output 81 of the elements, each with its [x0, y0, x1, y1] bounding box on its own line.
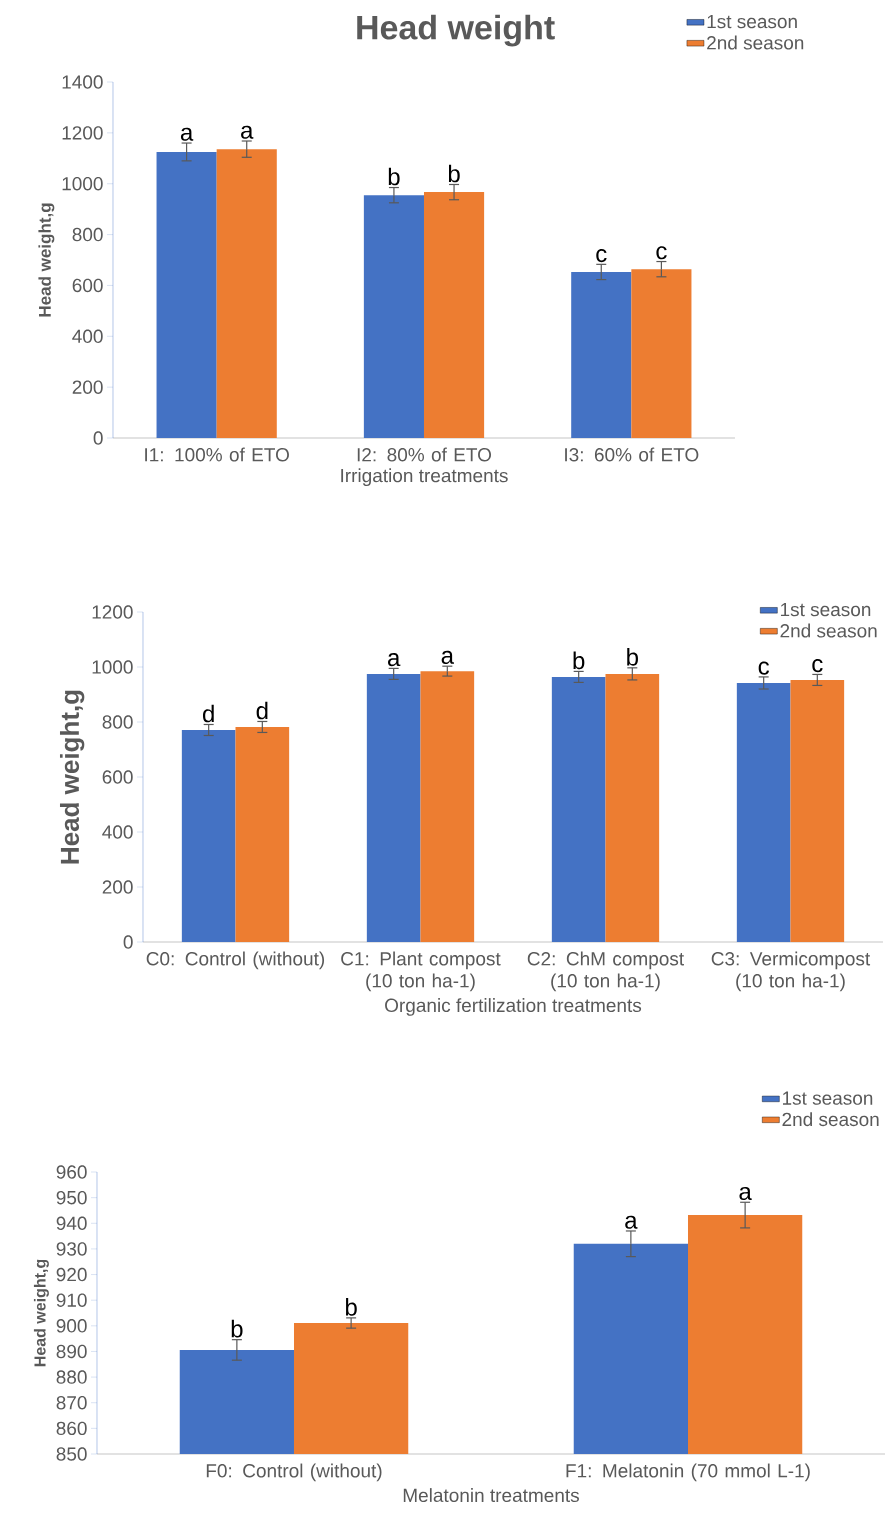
data-label: b: [231, 1319, 243, 1338]
data-label: a: [441, 650, 455, 664]
chart-title: Head weight: [357, 14, 555, 47]
data-label: c: [812, 659, 823, 673]
bar: [363, 195, 425, 439]
bar: [631, 269, 692, 439]
data-label: a: [241, 125, 254, 139]
legend-label: 1st season: [707, 15, 797, 29]
data-label: a: [625, 1215, 638, 1229]
data-label: a: [388, 653, 401, 667]
x-tick-label: I1: 100% of ETO: [145, 447, 290, 462]
y-tick-label: 960: [56, 1165, 87, 1179]
x-tick-label: C0: Control (without): [146, 951, 325, 970]
bar: [736, 682, 791, 943]
y-tick-label: 900: [56, 1319, 87, 1333]
legend-label: 1st season: [783, 1091, 873, 1105]
y-tick-label: 860: [56, 1421, 87, 1436]
x-axis-title: Irrigation treatments: [341, 468, 508, 487]
data-label: d: [203, 704, 214, 723]
bar: [424, 192, 485, 439]
bar: [181, 729, 236, 943]
y-tick-label: 880: [56, 1370, 87, 1384]
y-tick-label: 910: [56, 1293, 87, 1307]
y-axis-title: Head weight,g: [60, 690, 85, 864]
data-label: c: [656, 246, 667, 260]
data-label: b: [388, 167, 400, 186]
data-label: c: [758, 661, 770, 675]
y-tick-label: 600: [72, 278, 103, 293]
y-tick-label: 600: [102, 770, 133, 784]
y-tick-label: 200: [102, 880, 133, 894]
y-axis-title: Head weight,g: [38, 203, 55, 317]
x-tick-label: I3: 60% of ETO: [565, 447, 699, 462]
y-tick-label: 400: [72, 329, 103, 344]
data-label: d: [256, 701, 268, 720]
y-tick-label: 920: [56, 1267, 87, 1282]
y-axis-title: Head weight,g: [34, 1259, 50, 1367]
bar: [156, 151, 217, 439]
x-tick-label: F0: Control (without): [206, 1463, 382, 1482]
legend-label: 2nd season: [780, 623, 877, 638]
bar: [790, 679, 845, 943]
bar: [420, 671, 475, 943]
x-tick-label: I2: 80% of ETO: [357, 447, 492, 462]
y-tick-label: 850: [56, 1447, 87, 1461]
x-axis-title: Organic fertilization treatments: [385, 998, 642, 1016]
y-tick-label: 0: [93, 431, 103, 445]
y-tick-label: 1000: [92, 660, 133, 674]
bar: [216, 149, 277, 439]
y-tick-label: 800: [102, 715, 133, 729]
bar: [235, 726, 290, 943]
y-tick-label: 200: [72, 380, 103, 394]
y-tick-label: 870: [56, 1396, 87, 1410]
y-tick-label: 940: [56, 1216, 87, 1231]
bar: [605, 673, 660, 943]
data-label: c: [596, 248, 607, 263]
legend-label: 2nd season: [782, 1112, 879, 1127]
y-tick-label: 800: [72, 227, 103, 242]
x-tick-label: F1: Melatonin (70 mmol L-1): [566, 1463, 810, 1482]
x-tick-label: C2: ChM compost (10 ton ha-1): [527, 951, 685, 992]
x-tick-label: C1: Plant compost (10 ton ha-1): [341, 951, 501, 992]
y-tick-label: 950: [56, 1190, 87, 1205]
y-tick-label: 930: [56, 1242, 87, 1256]
y-tick-label: 1200: [92, 605, 133, 619]
bar: [551, 676, 606, 943]
data-label: b: [573, 651, 585, 670]
data-label: b: [346, 1298, 357, 1316]
data-label: b: [627, 648, 639, 666]
bar: [366, 673, 421, 943]
bar: [571, 271, 632, 439]
legend-label: 2nd season: [707, 35, 804, 50]
y-tick-label: 400: [102, 825, 133, 839]
legend-label: 1st season: [781, 603, 871, 617]
data-label: a: [739, 1186, 752, 1201]
y-tick-label: 0: [123, 935, 133, 949]
x-axis-title: Melatonin treatments: [403, 1488, 580, 1503]
y-tick-label: 1200: [62, 126, 103, 140]
y-tick-label: 1000: [62, 177, 103, 191]
y-tick-label: 890: [56, 1344, 87, 1359]
data-label: b: [449, 164, 460, 183]
data-label: a: [181, 127, 194, 141]
y-tick-label: 1400: [62, 75, 103, 89]
x-tick-label: C3: Vermicompost (10 ton ha-1): [711, 951, 871, 992]
